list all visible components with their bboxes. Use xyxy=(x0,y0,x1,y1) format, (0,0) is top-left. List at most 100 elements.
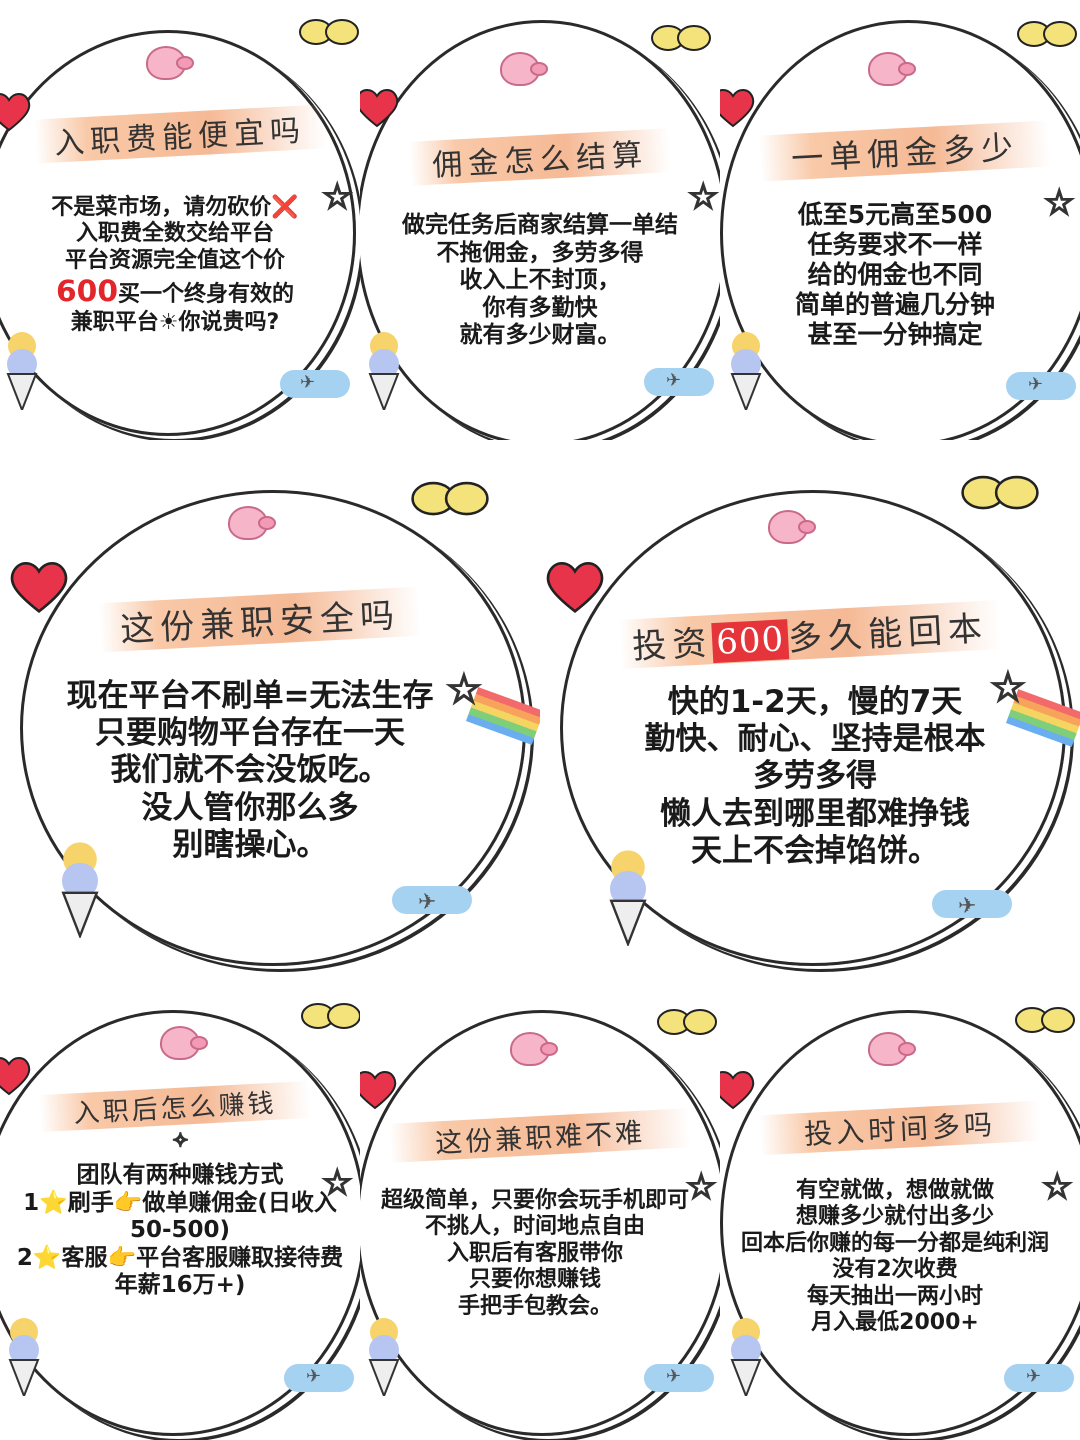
ice-cream-icon xyxy=(368,1318,400,1396)
body-line: 不是菜市场，请勿砍价❌ xyxy=(51,195,299,220)
body-line: 不挑人，时间地点自由 xyxy=(424,1214,645,1240)
body-line: 50-500) xyxy=(129,1217,231,1244)
heart-icon xyxy=(10,562,68,614)
cloud-icon xyxy=(644,1364,714,1392)
body-line: 不拖佣金，多劳多得 xyxy=(436,239,644,266)
heart-icon xyxy=(720,1071,755,1110)
bra-icon xyxy=(961,475,1039,510)
card-time-investment: 投入时间多吗 有空就做，想做就做 想赚多少就付出多少 回本后你赚的每一分都是纯利… xyxy=(720,990,1080,1440)
body-line: 平台资源完全值这个价 xyxy=(64,247,285,273)
body-line: 你有多勤快 xyxy=(482,294,598,321)
body-line: 2⭐客服👉平台客服赚取接待费 xyxy=(16,1244,344,1271)
body-line: 有空就做，想做就做 xyxy=(795,1178,994,1203)
body-line: 月入最低2000+ xyxy=(811,1309,979,1335)
price-number: 600 xyxy=(56,274,118,310)
heart-icon xyxy=(0,93,31,132)
pig-icon xyxy=(868,1032,916,1066)
paper-plane-icon: ✈ xyxy=(958,894,977,919)
cloud-icon xyxy=(1006,372,1076,400)
card-title: 一单佣金多少 xyxy=(758,120,1052,182)
card-title: 入职费能便宜吗 xyxy=(34,104,326,164)
body-line: 任务要求不一样 xyxy=(807,230,983,259)
heart-icon xyxy=(0,1057,31,1096)
pig-icon xyxy=(500,52,548,86)
body-line: 天上不会掉馅饼。 xyxy=(691,832,939,869)
card-title: 投入时间多吗 xyxy=(759,1100,1041,1156)
card-title: 这份兼职安全吗 xyxy=(98,586,422,653)
title-text: 多久能回本 xyxy=(787,608,989,660)
card-body: 团队有两种赚钱方式 1⭐刷手👉做单赚佣金(日收入 50-500) 2⭐客服👉平台… xyxy=(0,1162,360,1300)
pig-icon xyxy=(868,52,916,86)
bra-icon xyxy=(1015,1007,1075,1033)
card-title: 佣金怎么结算 xyxy=(409,128,671,186)
card-difficulty: 这份兼职难不难 超级简单，只要你会玩手机即可 不挑人，时间地点自由 入职后有客服… xyxy=(360,990,720,1440)
paper-plane-icon: ✈ xyxy=(1026,1366,1042,1387)
star-icon: ☆ xyxy=(687,177,720,217)
cloud-icon xyxy=(644,368,714,396)
paper-plane-icon: ✈ xyxy=(300,372,316,393)
cloud-icon xyxy=(932,890,1012,918)
pig-icon xyxy=(768,510,816,544)
body-line: 每天抽出一两小时 xyxy=(806,1283,983,1309)
card-body: 不是菜市场，请勿砍价❌ 入职费全数交给平台 平台资源完全值这个价 600买一个终… xyxy=(20,195,330,336)
body-line: 回本后你赚的每一分都是纯利润 xyxy=(740,1230,1049,1256)
card-commission-settlement: 佣金怎么结算 做完任务后商家结算一单结 不拖佣金，多劳多得 收入上不封顶， 你有… xyxy=(360,0,720,440)
bra-icon xyxy=(411,481,489,516)
body-line: 勤快、耐心、坚持是根本 xyxy=(644,721,986,758)
heart-icon xyxy=(546,562,604,614)
body-line: 多劳多得 xyxy=(753,758,877,795)
card-body: 做完任务后商家结算一单结 不拖佣金，多劳多得 收入上不封顶， 你有多勤快 就有多… xyxy=(365,212,715,350)
card-commission-per-order: 一单佣金多少 低至5元高至500 任务要求不一样 给的佣金也不同 简单的普遍几分… xyxy=(720,0,1080,440)
body-line: 做完任务后商家结算一单结 xyxy=(402,212,678,238)
body-line: 团队有两种赚钱方式 xyxy=(76,1162,284,1188)
body-line: 别瞎操心。 xyxy=(172,826,328,863)
pig-icon xyxy=(146,46,194,80)
card-title: 这份兼职难不难 xyxy=(389,1108,691,1163)
card-job-safety: 这份兼职安全吗 现在平台不刷单=无法生存 只要购物平台存在一天 我们就不会没饭吃… xyxy=(0,450,540,980)
heart-icon xyxy=(360,89,399,128)
body-line: 现在平台不刷单=无法生存 xyxy=(66,678,434,714)
body-line: 入职费全数交给平台 xyxy=(75,221,274,247)
body-line: 买一个终身有效的 xyxy=(117,282,294,308)
card-title: 投资600多久能回本 xyxy=(618,600,1002,669)
body-line: 懒人去到哪里都难挣钱 xyxy=(660,795,970,832)
sparkle-icon: ✧ xyxy=(171,1128,190,1152)
paper-plane-icon: ✈ xyxy=(418,890,437,915)
paper-plane-icon: ✈ xyxy=(306,1366,322,1387)
pig-icon xyxy=(510,1032,558,1066)
paper-plane-icon: ✈ xyxy=(666,1366,682,1387)
pig-icon xyxy=(160,1026,208,1060)
heart-icon xyxy=(360,1071,397,1110)
body-line: 手把手包教会。 xyxy=(457,1293,612,1319)
body-line: 没有2次收费 xyxy=(832,1257,958,1283)
bra-icon xyxy=(651,25,711,51)
body-line: 年薪16万+) xyxy=(114,1272,246,1299)
body-line: 没人管你那么多 xyxy=(141,789,359,826)
body-line: 甚至一分钟搞定 xyxy=(807,320,983,349)
body-line: 给的佣金也不同 xyxy=(807,260,983,289)
body-line: 只要购物平台存在一天 xyxy=(95,715,405,752)
bra-icon xyxy=(657,1009,717,1035)
card-body: 现在平台不刷单=无法生存 只要购物平台存在一天 我们就不会没饭吃。 没人管你那么… xyxy=(30,678,470,864)
card-title: 入职后怎么赚钱 xyxy=(39,1080,311,1133)
body-line: 兼职平台☀你说贵吗? xyxy=(70,309,280,335)
bra-icon xyxy=(299,19,359,45)
card-body: 超级简单，只要你会玩手机即可 不挑人，时间地点自由 入职后有客服带你 只要你想赚… xyxy=(360,1188,710,1320)
paper-plane-icon: ✈ xyxy=(666,370,682,391)
cloud-icon xyxy=(280,370,350,398)
cloud-icon xyxy=(392,886,472,914)
body-line: 入职后有客服带你 xyxy=(446,1240,623,1266)
card-body: 有空就做，想做就做 想赚多少就付出多少 回本后你赚的每一分都是纯利润 没有2次收… xyxy=(720,1178,1070,1336)
bra-icon xyxy=(301,1003,360,1029)
ice-cream-icon xyxy=(6,332,38,410)
body-line: 简单的普遍几分钟 xyxy=(794,290,995,319)
body-line: 1⭐刷手👉做单赚佣金(日收入 xyxy=(23,1189,337,1216)
card-how-to-earn: 入职后怎么赚钱 团队有两种赚钱方式 1⭐刷手👉做单赚佣金(日收入 50-500)… xyxy=(0,990,360,1440)
pig-icon xyxy=(228,506,276,540)
card-body: 快的1-2天，慢的7天 勤快、耐心、坚持是根本 多劳多得 懒人去到哪里都难挣钱 … xyxy=(590,684,1040,870)
body-line: 快的1-2天，慢的7天 xyxy=(667,684,963,720)
body-line: 只要你想赚钱 xyxy=(468,1267,601,1293)
card-body: 低至5元高至500 任务要求不一样 给的佣金也不同 简单的普遍几分钟 甚至一分钟… xyxy=(730,200,1060,350)
body-line: 超级简单，只要你会玩手机即可 xyxy=(380,1188,689,1213)
body-line-price: 600买一个终身有效的 xyxy=(20,274,330,310)
